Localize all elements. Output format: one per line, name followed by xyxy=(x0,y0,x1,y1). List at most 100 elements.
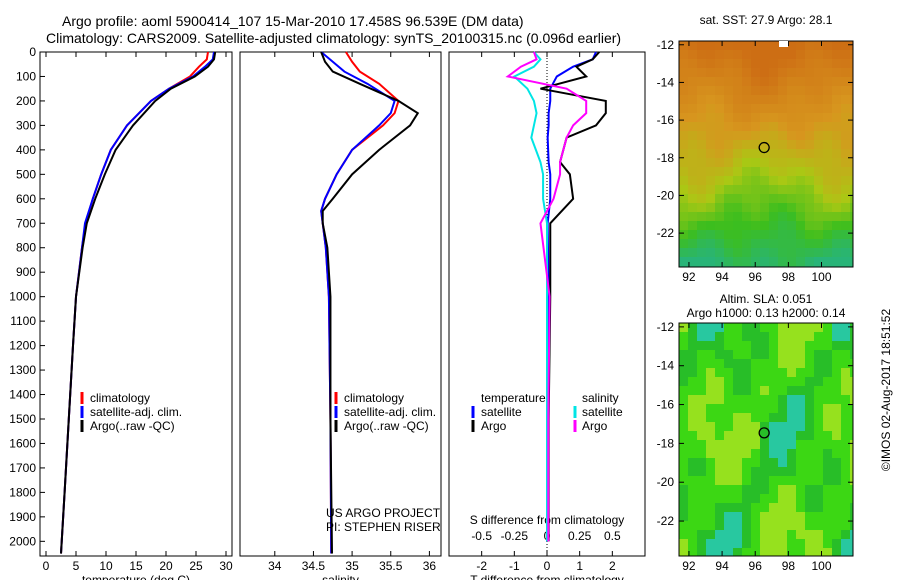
map-cell xyxy=(805,68,814,77)
map-cell xyxy=(805,149,814,158)
map-cell xyxy=(697,386,706,395)
map-cell xyxy=(751,140,760,149)
map-cell xyxy=(814,458,823,467)
map-cell xyxy=(733,203,742,212)
map-cell xyxy=(760,122,769,131)
map-cell xyxy=(679,548,688,556)
map-cell xyxy=(841,530,850,539)
map-cell xyxy=(760,539,769,548)
y-tick-label: 2000 xyxy=(9,534,36,548)
map-cell xyxy=(850,95,853,104)
map-cell xyxy=(742,431,751,440)
map-cell xyxy=(697,257,706,266)
map-cell xyxy=(751,431,760,440)
map-cell xyxy=(715,131,724,140)
map-cell xyxy=(814,41,823,50)
map-cell xyxy=(796,494,805,503)
map-cell xyxy=(805,332,814,341)
sst-map-field xyxy=(679,41,853,267)
map-cell xyxy=(688,77,697,86)
map-cell xyxy=(796,122,805,131)
map-cell xyxy=(850,59,853,68)
map-cell xyxy=(823,548,832,556)
map-cell xyxy=(733,95,742,104)
map-cell xyxy=(814,359,823,368)
map-cell xyxy=(805,494,814,503)
map-cell xyxy=(724,512,733,521)
map-cell xyxy=(706,440,715,449)
map-cell xyxy=(688,131,697,140)
map-cell xyxy=(778,503,787,512)
map-cell xyxy=(715,341,724,350)
map-cell xyxy=(706,494,715,503)
map-cell xyxy=(733,59,742,68)
y-tick-label: 200 xyxy=(16,94,36,108)
map-cell xyxy=(787,77,796,86)
map-cell xyxy=(814,530,823,539)
map-cell xyxy=(805,539,814,548)
map-cell xyxy=(814,113,823,122)
map-cell xyxy=(778,77,787,86)
x-tick-label: 35.5 xyxy=(379,559,403,573)
map-cell xyxy=(715,431,724,440)
map-cell xyxy=(706,476,715,485)
y-tick-label: 1000 xyxy=(9,290,36,304)
map-cell xyxy=(805,359,814,368)
map-cell xyxy=(787,212,796,221)
map-cell xyxy=(796,332,805,341)
map-cell xyxy=(769,350,778,359)
map-cell xyxy=(814,467,823,476)
map-cell xyxy=(832,122,841,131)
map-cell xyxy=(841,341,850,350)
map-cell xyxy=(832,458,841,467)
map-cell xyxy=(814,512,823,521)
map-cell xyxy=(679,395,688,404)
map-cell xyxy=(814,323,823,332)
map-cell xyxy=(814,257,823,266)
map-cell xyxy=(823,122,832,131)
map-cell xyxy=(715,512,724,521)
legend-label: satellite-adj. clim. xyxy=(90,405,182,419)
map-cell xyxy=(751,341,760,350)
x-axis-label: salinity xyxy=(322,573,359,580)
map-cell xyxy=(742,212,751,221)
map-cell xyxy=(814,59,823,68)
map-cell xyxy=(733,122,742,131)
map-cell xyxy=(706,167,715,176)
map-cell xyxy=(796,440,805,449)
map-cell xyxy=(814,539,823,548)
map-cell xyxy=(760,548,769,556)
map-cell xyxy=(715,122,724,131)
map-cell xyxy=(751,185,760,194)
map-cell xyxy=(688,158,697,167)
map-cell xyxy=(769,140,778,149)
map-cell xyxy=(769,149,778,158)
map-cell xyxy=(706,341,715,350)
map-cell xyxy=(769,176,778,185)
map-cell xyxy=(778,548,787,556)
map-cell xyxy=(724,122,733,131)
map-cell xyxy=(796,230,805,239)
map-cell xyxy=(679,203,688,212)
map-cell xyxy=(697,221,706,230)
y-tick-label: 300 xyxy=(16,118,36,132)
map-cell xyxy=(805,476,814,485)
map-cell xyxy=(778,113,787,122)
map-cell xyxy=(850,422,853,431)
map-cell xyxy=(823,194,832,203)
map-cell xyxy=(697,422,706,431)
map-cell xyxy=(742,494,751,503)
map-cell xyxy=(778,86,787,95)
map-cell xyxy=(706,485,715,494)
map-cell xyxy=(733,377,742,386)
map-cell xyxy=(751,458,760,467)
map-cell xyxy=(832,386,841,395)
x-tick-label: 92 xyxy=(682,559,696,573)
map-cell xyxy=(787,386,796,395)
map-cell xyxy=(832,368,841,377)
map-cell xyxy=(796,449,805,458)
map-cell xyxy=(724,158,733,167)
map-cell xyxy=(805,323,814,332)
map-cell xyxy=(769,41,778,50)
map-cell xyxy=(832,41,841,50)
